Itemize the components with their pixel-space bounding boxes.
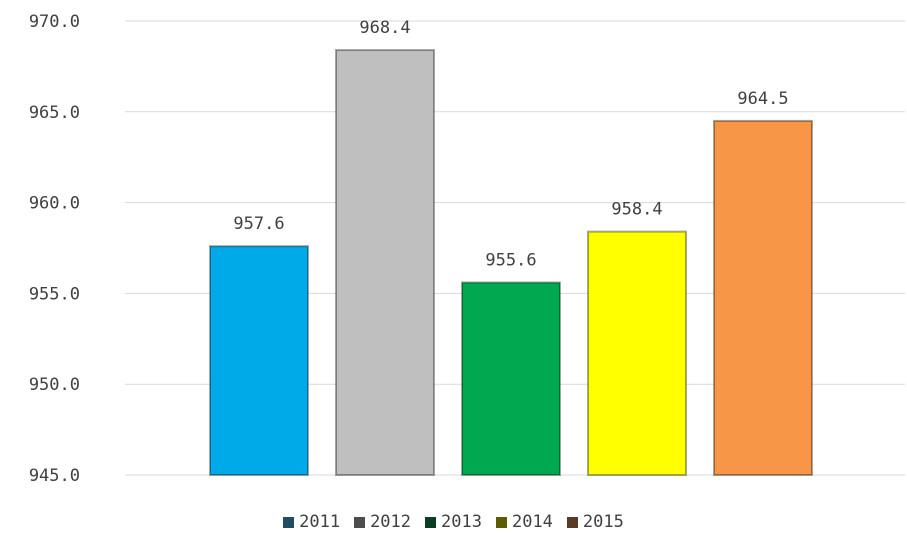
legend-item-2015: 2015 (566, 512, 624, 532)
bar-2014 (587, 230, 687, 476)
data-label-2013: 955.6 (485, 251, 536, 271)
bar-2011 (209, 245, 309, 476)
legend-label: 2013 (441, 512, 482, 532)
y-tick-label: 965.0 (29, 103, 80, 123)
legend-swatch (495, 516, 507, 528)
y-tick-label: 955.0 (29, 284, 80, 304)
legend-item-2011: 2011 (283, 512, 340, 532)
y-tick-label: 970.0 (29, 12, 80, 32)
legend-item-2012: 2012 (354, 512, 411, 532)
bars (209, 49, 813, 476)
data-label-2015: 964.5 (737, 89, 788, 109)
legend-item-2013: 2013 (425, 512, 482, 532)
data-label-2011: 957.6 (233, 214, 284, 234)
legend-swatch (354, 516, 366, 528)
y-tick-label: 960.0 (29, 194, 80, 214)
bar-2012 (335, 49, 435, 476)
legend: 2011 2012 2013 2014 2015 (0, 512, 907, 532)
legend-item-2014: 2014 (495, 512, 553, 532)
legend-swatch (425, 516, 437, 528)
legend-label: 2015 (582, 512, 624, 532)
legend-swatch (566, 516, 578, 528)
legend-label: 2012 (370, 512, 412, 532)
y-tick-label: 950.0 (29, 375, 80, 395)
data-labels: 957.6 968.4 955.6 958.4 964.5 (233, 18, 788, 270)
legend-label: 2014 (511, 512, 553, 532)
legend-swatch (283, 516, 295, 528)
bar-2013 (461, 281, 561, 476)
bar-2015 (713, 119, 813, 476)
y-axis-ticks: 945.0 950.0 955.0 960.0 965.0 970.0 (29, 12, 80, 486)
data-label-2012: 968.4 (359, 18, 410, 38)
legend-label: 2011 (299, 512, 341, 532)
y-tick-label: 945.0 (29, 466, 80, 486)
data-label-2014: 958.4 (611, 200, 662, 220)
